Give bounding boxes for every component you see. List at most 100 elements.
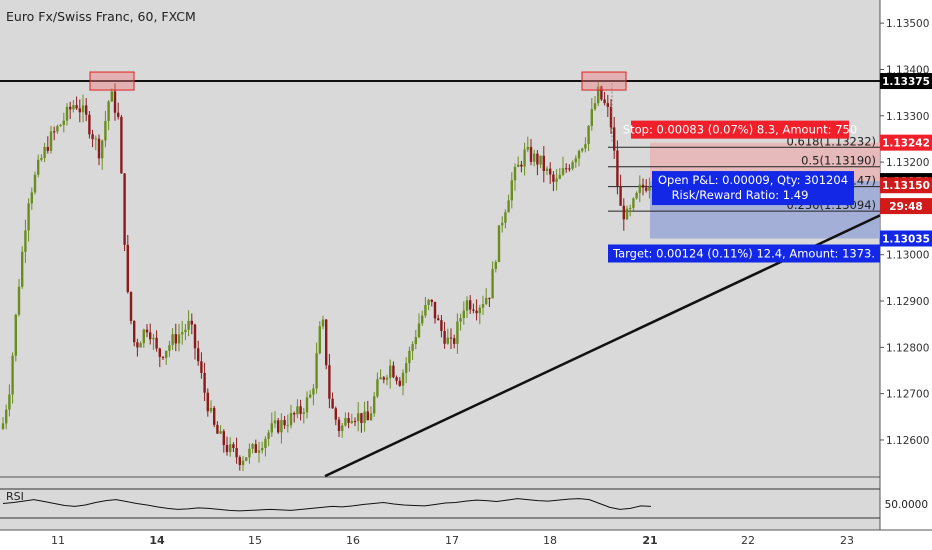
candle-body[interactable] bbox=[251, 444, 254, 449]
candle-body[interactable] bbox=[235, 448, 238, 458]
candle-body[interactable] bbox=[184, 329, 187, 333]
candle-body[interactable] bbox=[405, 363, 408, 373]
candle-body[interactable] bbox=[155, 337, 158, 349]
candle-body[interactable] bbox=[296, 406, 299, 415]
candle-body[interactable] bbox=[174, 334, 177, 344]
candle-body[interactable] bbox=[641, 184, 645, 188]
candle-body[interactable] bbox=[69, 106, 72, 110]
candle-body[interactable] bbox=[181, 332, 184, 335]
candle-body[interactable] bbox=[501, 222, 504, 226]
candle-body[interactable] bbox=[427, 299, 430, 306]
candle-body[interactable] bbox=[609, 106, 613, 128]
candle-body[interactable] bbox=[357, 413, 360, 422]
candle-body[interactable] bbox=[360, 413, 363, 424]
candle-body[interactable] bbox=[49, 131, 53, 151]
candle-body[interactable] bbox=[526, 146, 529, 150]
candle-body[interactable] bbox=[337, 419, 341, 432]
candle-body[interactable] bbox=[555, 178, 558, 182]
candle-body[interactable] bbox=[46, 147, 49, 151]
candle-body[interactable] bbox=[309, 394, 312, 398]
candle-body[interactable] bbox=[606, 103, 609, 107]
candle-body[interactable] bbox=[216, 424, 219, 434]
position-labels[interactable]: Stop: 0.00083 (0.07%) 8.3, Amount: 750 Op… bbox=[608, 120, 880, 263]
candle-body[interactable] bbox=[613, 127, 616, 151]
candle-body[interactable] bbox=[395, 377, 398, 381]
candle-body[interactable] bbox=[465, 300, 469, 311]
candle-body[interactable] bbox=[158, 348, 161, 357]
candle-body[interactable] bbox=[257, 450, 261, 453]
candle-body[interactable] bbox=[494, 261, 497, 269]
candle-body[interactable] bbox=[475, 310, 478, 314]
candle-body[interactable] bbox=[565, 168, 568, 170]
candle-body[interactable] bbox=[376, 379, 379, 397]
stop-label-box[interactable] bbox=[631, 120, 849, 139]
candle-body[interactable] bbox=[161, 356, 165, 358]
candle-body[interactable] bbox=[472, 309, 475, 311]
candle-body[interactable] bbox=[440, 320, 443, 332]
candle-body[interactable] bbox=[558, 174, 561, 179]
candlestick-series[interactable] bbox=[1, 80, 651, 471]
top-markers[interactable] bbox=[89, 71, 627, 91]
candle-body[interactable] bbox=[286, 425, 289, 427]
candle-body[interactable] bbox=[638, 184, 641, 193]
candle-body[interactable] bbox=[417, 323, 421, 338]
candle-body[interactable] bbox=[241, 460, 245, 466]
candle-body[interactable] bbox=[325, 319, 328, 366]
candle-body[interactable] bbox=[97, 138, 101, 159]
candle-body[interactable] bbox=[488, 297, 491, 299]
candle-body[interactable] bbox=[37, 159, 40, 175]
candle-body[interactable] bbox=[142, 329, 145, 344]
candle-body[interactable] bbox=[328, 365, 331, 399]
candle-body[interactable] bbox=[645, 187, 648, 191]
candle-body[interactable] bbox=[341, 425, 344, 432]
candle-body[interactable] bbox=[305, 397, 309, 413]
candle-body[interactable] bbox=[85, 105, 88, 115]
candle-body[interactable] bbox=[389, 365, 392, 378]
candle-body[interactable] bbox=[353, 421, 357, 423]
candle-body[interactable] bbox=[289, 413, 293, 426]
candle-body[interactable] bbox=[520, 164, 523, 167]
candle-body[interactable] bbox=[65, 106, 69, 121]
candle-body[interactable] bbox=[78, 108, 81, 113]
candle-body[interactable] bbox=[593, 103, 597, 110]
candle-body[interactable] bbox=[171, 334, 174, 346]
candle-body[interactable] bbox=[504, 212, 507, 223]
candle-body[interactable] bbox=[145, 329, 149, 333]
target-label-box[interactable] bbox=[608, 244, 880, 263]
candle-body[interactable] bbox=[379, 377, 382, 380]
candle-body[interactable] bbox=[491, 268, 494, 299]
candle-body[interactable] bbox=[549, 168, 552, 175]
candle-body[interactable] bbox=[517, 164, 520, 167]
candle-body[interactable] bbox=[401, 372, 405, 386]
candle-body[interactable] bbox=[619, 185, 622, 206]
candle-body[interactable] bbox=[411, 344, 414, 351]
candle-body[interactable] bbox=[600, 86, 603, 100]
candle-body[interactable] bbox=[453, 338, 456, 344]
candle-body[interactable] bbox=[72, 105, 75, 110]
rsi-indicator[interactable]: 50.0000 bbox=[0, 488, 928, 519]
candle-body[interactable] bbox=[497, 225, 501, 262]
candle-body[interactable] bbox=[529, 146, 533, 162]
candle-body[interactable] bbox=[5, 409, 8, 424]
candle-body[interactable] bbox=[616, 150, 619, 186]
candle-body[interactable] bbox=[270, 423, 273, 433]
candle-body[interactable] bbox=[552, 174, 555, 182]
candle-body[interactable] bbox=[430, 299, 433, 302]
candle-body[interactable] bbox=[56, 126, 59, 132]
candle-body[interactable] bbox=[120, 116, 123, 174]
top-marker-box[interactable] bbox=[581, 71, 627, 91]
candle-body[interactable] bbox=[88, 114, 91, 135]
time-axis-background[interactable] bbox=[0, 530, 932, 550]
candle-body[interactable] bbox=[222, 431, 225, 446]
candle-body[interactable] bbox=[129, 291, 133, 321]
candle-body[interactable] bbox=[366, 411, 369, 421]
candle-body[interactable] bbox=[318, 326, 321, 354]
candle-body[interactable] bbox=[11, 355, 14, 395]
candle-body[interactable] bbox=[462, 310, 465, 319]
candle-body[interactable] bbox=[635, 192, 638, 199]
candle-body[interactable] bbox=[597, 86, 600, 104]
candle-body[interactable] bbox=[277, 420, 280, 433]
candle-body[interactable] bbox=[299, 406, 302, 414]
candle-body[interactable] bbox=[408, 350, 411, 364]
